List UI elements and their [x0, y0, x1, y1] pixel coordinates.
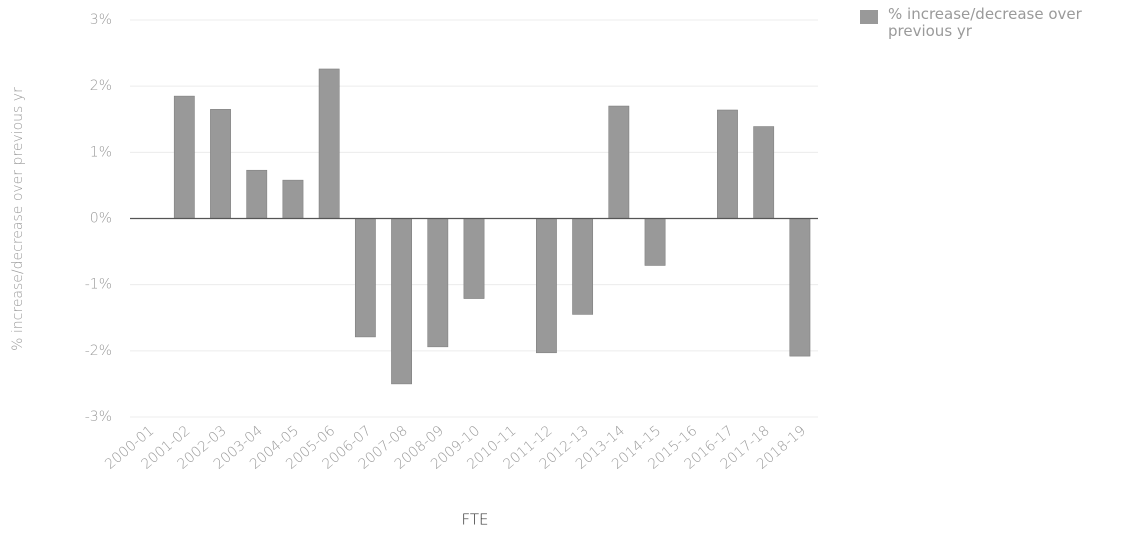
bar [608, 105, 630, 219]
bar [210, 109, 231, 219]
bar [572, 218, 594, 315]
y-tick-label: 3% [90, 12, 112, 28]
bar [427, 218, 449, 348]
bar [318, 68, 340, 219]
bar [354, 218, 376, 338]
bar [536, 218, 557, 354]
bar [173, 95, 195, 219]
bar [717, 109, 738, 219]
y-tick-label: -1% [85, 277, 112, 293]
bar [463, 218, 485, 299]
legend-swatch [860, 10, 878, 24]
bar [753, 126, 775, 219]
y-axis-title: % increase/decrease over previous yr [10, 87, 26, 351]
legend-label: % increase/decrease over previous yr [888, 5, 1082, 40]
y-tick-label: -3% [85, 409, 112, 425]
bar [282, 179, 304, 219]
bar [391, 218, 412, 385]
y-tick-label: 1% [90, 144, 112, 160]
bar [789, 218, 811, 357]
bar [246, 169, 268, 219]
x-axis-title: FTE [461, 511, 488, 529]
y-tick-label: 0% [90, 211, 112, 227]
bar [644, 218, 666, 266]
y-tick-label: 2% [90, 78, 112, 94]
y-tick-label: -2% [85, 343, 112, 359]
